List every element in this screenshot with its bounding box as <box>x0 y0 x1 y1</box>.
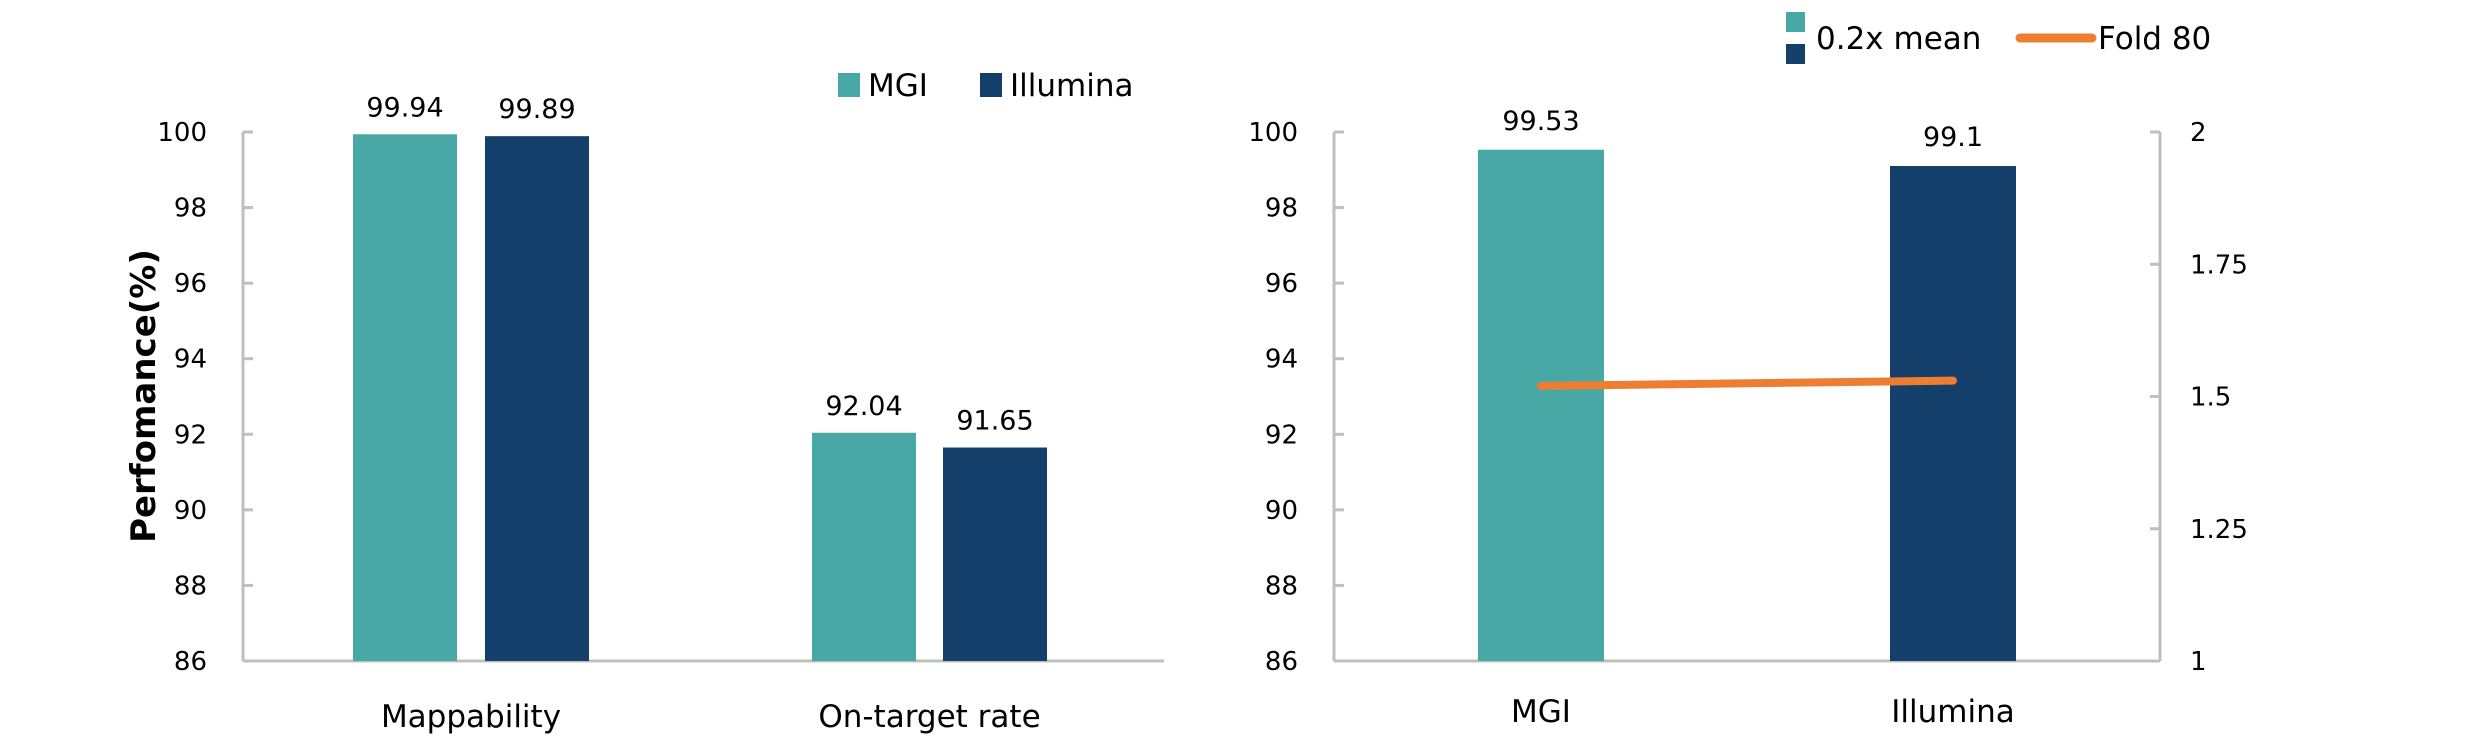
x-category-label: On-target rate <box>818 699 1040 735</box>
fold80-line <box>1537 376 1957 390</box>
y-tick-label: 90 <box>174 496 207 526</box>
y-tick-label: 90 <box>1265 496 1298 526</box>
y-tick-label: 88 <box>1265 571 1298 601</box>
legend-swatch-mean-mgi <box>1786 12 1805 32</box>
bar-mgi <box>812 432 916 661</box>
data-label: 99.94 <box>366 92 443 123</box>
y-tick-label: 92 <box>174 420 207 450</box>
y-tick-label: 86 <box>174 647 207 677</box>
bar-illumina <box>1890 166 2016 661</box>
y-tick-label: 98 <box>174 194 207 224</box>
bar-mgi <box>1478 149 1604 662</box>
legend-label-mgi: MGI <box>868 68 928 104</box>
y2-tick-label: 2 <box>2190 118 2207 148</box>
bar-illumina <box>485 136 589 661</box>
x-category-label: MGI <box>1511 694 1571 730</box>
y-tick-label: 96 <box>174 269 207 299</box>
y-tick-label: 88 <box>174 571 207 601</box>
legend-swatch-illumina <box>980 73 1002 97</box>
data-label: 99.1 <box>1923 122 1983 153</box>
y-tick-label: 96 <box>1265 269 1298 299</box>
x-category-label: Mappability <box>381 699 561 735</box>
legend-label-illumina: Illumina <box>1010 68 1133 104</box>
legend-swatch-mgi <box>838 73 860 97</box>
data-label: 99.53 <box>1502 106 1579 137</box>
right-chart: 0.2x mean Fold 80 86 88 90 92 94 96 98 100 1 1.25… <box>1248 12 2248 730</box>
legend-label-mean: 0.2x mean <box>1816 21 1981 57</box>
y-tick-label: 94 <box>1265 345 1298 375</box>
y2-tick-label: 1.75 <box>2190 250 2248 280</box>
y2-tick-label: 1.25 <box>2190 515 2248 545</box>
data-label: 91.65 <box>956 406 1033 437</box>
legend-label-fold80: Fold 80 <box>2098 21 2211 57</box>
legend-swatch-mean-illumina <box>1786 44 1805 64</box>
y2-tick-label: 1.5 <box>2190 383 2231 413</box>
bar-mgi <box>353 134 457 661</box>
y-tick-label: 100 <box>1248 118 1298 148</box>
y-axis-label: Perfomance(%) <box>124 249 164 543</box>
y-tick-label: 98 <box>1265 194 1298 224</box>
y2-tick-label: 1 <box>2190 647 2207 677</box>
y-tick-label: 100 <box>157 118 207 148</box>
y-tick-label: 86 <box>1265 647 1298 677</box>
y-tick-label: 92 <box>1265 420 1298 450</box>
x-category-label: Illumina <box>1891 694 2014 730</box>
data-label: 92.04 <box>825 391 902 422</box>
y-tick-label: 94 <box>174 345 207 375</box>
left-chart: Perfomance(%) MGI Illumina 86 88 90 92 94 96 9… <box>124 68 1164 735</box>
data-label: 99.89 <box>498 94 575 125</box>
bar-illumina <box>943 447 1047 661</box>
